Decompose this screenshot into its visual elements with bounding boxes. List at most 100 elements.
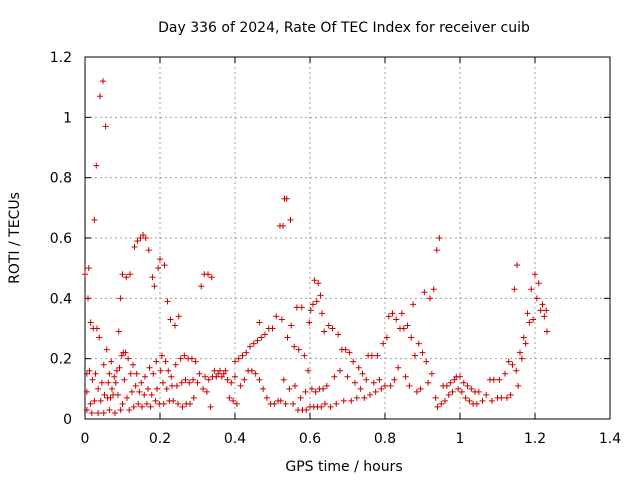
data-point [108, 358, 115, 365]
data-point [483, 391, 490, 398]
data-point [295, 346, 302, 353]
data-point [408, 334, 415, 341]
data-point [98, 379, 105, 386]
data-point [158, 352, 165, 359]
data-point [173, 382, 180, 389]
data-point [100, 78, 106, 85]
data-point [237, 382, 244, 389]
data-point [513, 367, 520, 374]
data-point [175, 400, 181, 407]
data-point [233, 400, 240, 407]
data-point [370, 379, 377, 386]
data-point [298, 304, 305, 311]
data-point [361, 394, 368, 401]
data-point [135, 400, 142, 407]
grid-lines [85, 57, 610, 419]
data-point [271, 400, 278, 407]
data-point [260, 385, 267, 392]
data-point [517, 349, 523, 356]
data-point [488, 397, 495, 404]
data-point [133, 370, 140, 377]
data-point [134, 238, 141, 245]
data-point [83, 370, 90, 377]
data-point [464, 382, 471, 389]
data-point [518, 355, 525, 362]
data-point [319, 310, 325, 317]
data-point [86, 367, 93, 374]
data-point [269, 325, 276, 332]
data-point [117, 406, 124, 413]
data-point [82, 271, 88, 278]
data-point [127, 370, 134, 377]
data-point [181, 352, 188, 359]
data-point [290, 400, 297, 407]
data-point [213, 373, 220, 380]
data-point [97, 397, 104, 404]
data-point [348, 397, 355, 404]
data-point [146, 364, 153, 371]
data-point [97, 93, 103, 100]
data-point [539, 301, 546, 308]
data-point [329, 325, 336, 332]
data-point [87, 400, 94, 407]
data-point [303, 406, 310, 413]
data-point [145, 247, 152, 254]
data-point [215, 370, 222, 377]
data-points [82, 78, 550, 416]
data-point [118, 352, 125, 359]
data-point [428, 370, 435, 377]
data-point [498, 394, 505, 401]
data-point [320, 385, 327, 392]
data-point [323, 382, 330, 389]
data-point [436, 235, 443, 241]
data-point [91, 397, 98, 404]
data-point [83, 406, 90, 413]
data-point [402, 373, 409, 380]
data-point [511, 286, 518, 293]
data-point [286, 385, 293, 392]
data-point [194, 379, 201, 386]
data-point [315, 280, 322, 287]
data-point [325, 322, 332, 329]
data-point [226, 394, 233, 401]
data-point [317, 292, 324, 299]
data-point [535, 280, 542, 287]
data-point [203, 388, 210, 395]
data-point [282, 400, 289, 407]
data-point [130, 403, 137, 410]
data-point [160, 400, 167, 407]
data-point [442, 397, 448, 404]
data-point [145, 385, 151, 392]
data-point [186, 379, 193, 386]
x-tick-label: 1 [456, 431, 465, 447]
data-point [142, 373, 148, 380]
y-tick-label: 1.2 [50, 50, 72, 66]
data-point [124, 394, 130, 401]
data-point [451, 376, 458, 383]
data-point [417, 385, 424, 392]
data-point [211, 367, 218, 374]
data-point [357, 385, 364, 392]
data-point [313, 298, 320, 305]
data-point [103, 346, 110, 353]
data-point [458, 388, 465, 395]
data-point [112, 379, 119, 386]
data-point [139, 403, 145, 410]
data-point [109, 385, 115, 392]
data-point [410, 301, 417, 308]
data-point [262, 331, 268, 338]
data-point [291, 343, 298, 350]
data-point [88, 409, 95, 416]
y-tick-label: 1 [63, 110, 72, 126]
data-point [112, 409, 118, 416]
data-point [190, 376, 196, 383]
data-point [383, 334, 390, 341]
data-point [165, 367, 172, 374]
data-point [292, 382, 298, 389]
data-point [376, 376, 383, 383]
data-point [119, 400, 126, 407]
data-point [395, 364, 402, 371]
data-point [496, 376, 503, 383]
data-point [391, 376, 398, 383]
data-point [524, 310, 531, 317]
